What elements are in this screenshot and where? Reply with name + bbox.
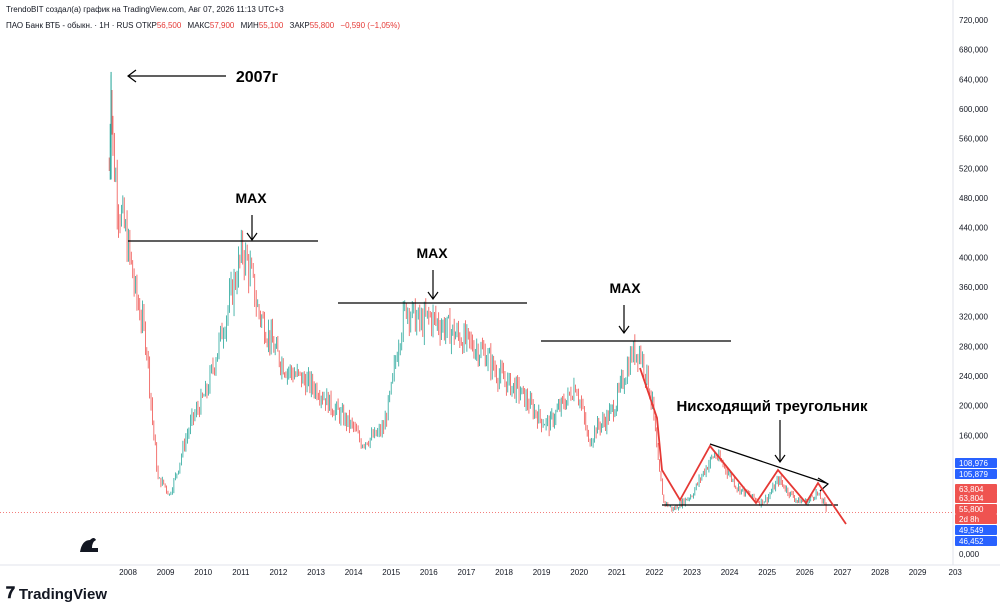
y-tick-label: 680,000 — [959, 46, 988, 55]
chart-legend: ПАО Банк ВТБ - обыкн. · 1Н · RUS ОТКР56,… — [6, 21, 404, 30]
y-tick-label: 320,000 — [959, 313, 988, 322]
low-label: МИН — [240, 21, 259, 30]
x-tick-label: 2020 — [570, 568, 588, 577]
y-tick-label: 720,000 — [959, 16, 988, 25]
max-arrow-2-head — [427, 291, 439, 301]
price-badge — [955, 469, 997, 479]
price-badge — [955, 514, 997, 524]
x-tick-label: 2029 — [909, 568, 927, 577]
triangle-arrow-head — [774, 454, 786, 464]
x-tick-label: 2013 — [307, 568, 325, 577]
price-badge-label: 105,879 — [959, 470, 988, 479]
price-badge-label: 108,976 — [959, 459, 988, 468]
x-tick-label: 2026 — [796, 568, 814, 577]
x-tick-label: 2016 — [420, 568, 438, 577]
price-badge — [955, 504, 997, 514]
high-label: МАКС — [187, 21, 210, 30]
x-tick-label: 2028 — [871, 568, 889, 577]
y-tick-label: 160,000 — [959, 431, 988, 440]
y-tick-label: 0,000 — [959, 550, 980, 559]
price-badge-label: 55,800 — [959, 505, 984, 514]
max-arrow-1-head — [246, 232, 258, 242]
y-tick-label: 200,000 — [959, 402, 988, 411]
x-tick-label: 2011 — [232, 568, 250, 577]
x-tick-label: 2019 — [533, 568, 551, 577]
y-tick-label: 440,000 — [959, 224, 988, 233]
y-tick-label: 560,000 — [959, 135, 988, 144]
low-value: 55,100 — [258, 21, 284, 30]
annotation-max-3[interactable]: MAX — [609, 280, 641, 296]
y-tick-label: 240,000 — [959, 372, 988, 381]
x-tick-label: 2010 — [194, 568, 212, 577]
x-tick-label: 2023 — [683, 568, 701, 577]
max-arrow-3-head — [618, 325, 630, 335]
y-tick-label: 520,000 — [959, 164, 988, 173]
y-tick-label: 360,000 — [959, 283, 988, 292]
dino-icon[interactable] — [80, 538, 98, 552]
price-badge-label: 63,804 — [959, 494, 984, 503]
x-tick-label: 2021 — [608, 568, 626, 577]
annotation-max-1[interactable]: MAX — [235, 190, 267, 206]
change-value: −0,590 (−1,05%) — [340, 21, 400, 30]
x-tick-label: 2024 — [721, 568, 739, 577]
y-tick-label: 640,000 — [959, 75, 988, 84]
x-tick-label: 2022 — [646, 568, 664, 577]
x-tick-label: 2008 — [119, 568, 137, 577]
open-value: 56,500 — [156, 21, 182, 30]
price-badge — [955, 525, 997, 535]
price-badge-label: 46,452 — [959, 537, 984, 546]
annotation-2007[interactable]: 2007г — [236, 69, 279, 86]
projection-zigzag[interactable] — [639, 367, 847, 525]
tradingview-logo[interactable]: 𝟕 TradingView — [6, 585, 107, 603]
close-label: ЗАКР — [289, 21, 310, 30]
price-badge — [955, 484, 997, 494]
price-badge-label: 49,549 — [959, 526, 984, 535]
x-tick-label: 2025 — [758, 568, 776, 577]
x-tick-label: 2027 — [834, 568, 852, 577]
triangle-upper-line[interactable] — [709, 443, 827, 484]
open-label: ОТКР — [135, 21, 157, 30]
y-tick-label: 400,000 — [959, 253, 988, 262]
chart-author-line: TrendoBIT создал(а) график на TradingVie… — [6, 5, 284, 14]
symbol-name[interactable]: ПАО Банк ВТБ - обыкн. · 1Н · RUS — [6, 21, 134, 30]
price-badge — [955, 458, 997, 468]
annotation-descending-triangle[interactable]: Нисходящий треугольник — [676, 398, 868, 415]
x-tick-label: 2017 — [458, 568, 476, 577]
annotation-max-2[interactable]: MAX — [416, 245, 448, 261]
price-badge-label: 2d 8h — [959, 515, 979, 524]
high-value: 57,900 — [209, 21, 235, 30]
y-tick-label: 280,000 — [959, 342, 988, 351]
price-badge — [955, 536, 997, 546]
x-tick-label: 2018 — [495, 568, 513, 577]
x-tick-label: 203 — [949, 568, 963, 577]
arrow-2007-head — [127, 69, 137, 83]
x-tick-label: 2012 — [270, 568, 288, 577]
y-tick-label: 480,000 — [959, 194, 988, 203]
x-tick-label: 2015 — [382, 568, 400, 577]
tradingview-logo-icon: 𝟕 — [6, 585, 15, 602]
close-value: 55,800 — [309, 21, 335, 30]
x-tick-label: 2014 — [345, 568, 363, 577]
price-badge — [955, 493, 997, 503]
x-tick-label: 2009 — [157, 568, 175, 577]
tradingview-brand: TradingView — [18, 585, 107, 603]
price-badge-label: 63,804 — [959, 485, 984, 494]
y-tick-label: 600,000 — [959, 105, 988, 114]
